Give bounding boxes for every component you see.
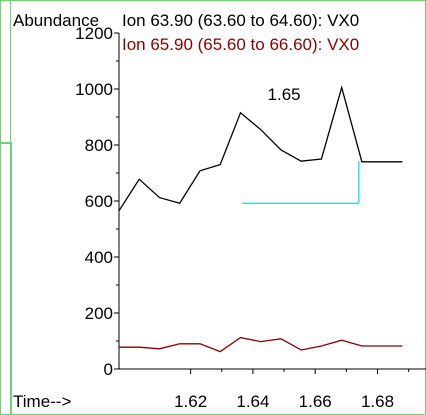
y-tick-label: 400 <box>85 248 113 267</box>
x-tick-label: 1.62 <box>174 392 207 411</box>
series-lines <box>118 85 403 353</box>
series-line-1 <box>118 85 403 212</box>
y-tick-label: 600 <box>85 192 113 211</box>
y-tick-label: 1200 <box>75 24 113 43</box>
y-axis-label: Abundance <box>13 11 99 30</box>
x-tick-label: 1.64 <box>236 392 269 411</box>
peak-label: 1.65 <box>268 85 301 104</box>
annotations: 1.65 <box>242 85 360 204</box>
x-tick-label: 1.68 <box>361 392 394 411</box>
x-axis-label: Time--> <box>13 392 71 411</box>
axes: 0 200 400 600 800 1000 1200 1.62 1.64 1.66 1.68 <box>75 24 426 411</box>
left-pane-border <box>0 0 11 144</box>
y-tick-label: 800 <box>85 136 113 155</box>
legend-series-2: Ion 65.90 (65.60 to 66.60): VX0 <box>122 35 359 54</box>
y-tick-label: 200 <box>85 304 113 323</box>
y-tick-label: 0 <box>104 360 113 379</box>
x-tick-label: 1.66 <box>299 392 332 411</box>
y-tick-label: 1000 <box>75 80 113 99</box>
series-line-2 <box>119 336 403 353</box>
legend-series-1: Ion 63.90 (63.60 to 64.60): VX0 <box>122 11 359 30</box>
